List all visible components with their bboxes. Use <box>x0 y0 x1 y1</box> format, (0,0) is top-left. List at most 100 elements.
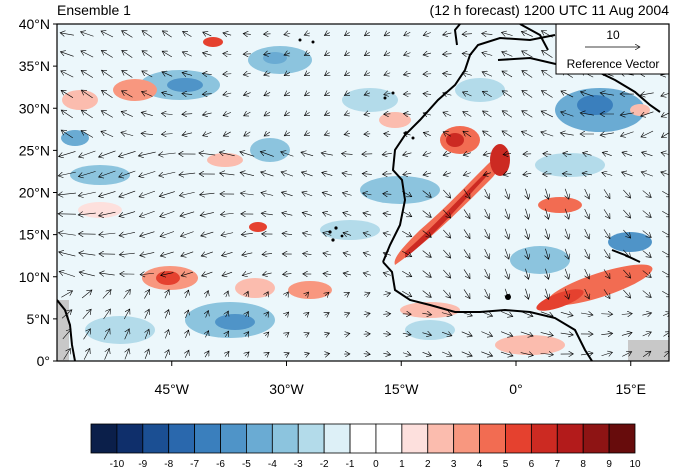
wind-vector <box>262 253 273 254</box>
wind-vector <box>246 311 249 316</box>
wind-vector <box>520 311 533 317</box>
colorbar-label: 5 <box>503 459 509 470</box>
wind-vector <box>219 152 235 156</box>
wind-vector <box>344 313 349 315</box>
wind-vector <box>162 51 172 58</box>
wind-vector <box>324 52 329 55</box>
colorbar-swatch <box>505 423 532 454</box>
colorbar-label: 3 <box>451 459 457 470</box>
wind-vector <box>560 333 574 335</box>
wind-vector <box>521 31 533 37</box>
wind-vector <box>199 153 216 155</box>
wind-vector <box>144 289 149 299</box>
wind-vector <box>584 228 590 239</box>
wind-vector <box>119 170 136 177</box>
wind-vector <box>463 189 470 198</box>
wind-vector <box>284 112 289 116</box>
colorbar-label: 7 <box>555 459 561 470</box>
wind-vector <box>603 289 610 298</box>
wind-vector <box>522 111 533 118</box>
wind-vector <box>282 213 293 216</box>
wind-vector <box>79 253 96 255</box>
wind-vector <box>463 289 470 298</box>
wind-vector <box>159 191 175 197</box>
wind-vector <box>404 53 411 56</box>
wind-vector <box>443 153 452 156</box>
wind-vector <box>443 112 452 116</box>
wind-vector <box>81 51 94 58</box>
wind-vector <box>260 152 274 157</box>
wind-vector <box>584 288 590 299</box>
wind-vector <box>642 152 653 156</box>
wind-vector <box>481 331 492 337</box>
wind-vector <box>145 329 149 340</box>
wind-vector <box>463 111 472 117</box>
wind-vector <box>623 269 630 278</box>
wind-vector <box>181 251 194 256</box>
wind-vector <box>104 348 110 360</box>
wind-vector <box>423 94 432 95</box>
colorbar-swatch <box>271 423 299 454</box>
wind-vector <box>383 293 390 295</box>
wind-vector <box>264 53 271 55</box>
wind-vector <box>543 154 552 155</box>
wind-vector <box>82 309 91 319</box>
wind-vector <box>102 290 111 299</box>
wind-vector <box>304 92 309 95</box>
colorbar-label: 9 <box>606 459 612 470</box>
wind-vector <box>202 53 212 56</box>
wind-vector <box>161 113 173 114</box>
colorbar-label: -6 <box>216 459 225 470</box>
wind-vector <box>461 332 473 336</box>
wind-vector <box>322 192 332 195</box>
wind-vector <box>482 72 493 76</box>
reference-vector-box: 10 Reference Vector <box>555 23 670 75</box>
wind-vector <box>383 273 391 276</box>
colorbar-label: -10 <box>110 459 125 470</box>
wind-vector <box>161 273 174 276</box>
wind-vector <box>203 32 212 36</box>
wind-vector <box>81 290 92 299</box>
wind-vector <box>124 329 130 340</box>
wind-vector <box>80 32 94 37</box>
wind-vector <box>183 31 192 37</box>
wind-vector <box>123 309 130 320</box>
wind-vector <box>305 353 310 355</box>
wind-vector <box>582 153 592 156</box>
wind-vector <box>202 272 213 276</box>
wind-vector <box>364 32 369 36</box>
wind-vector <box>584 268 590 279</box>
wind-vector <box>384 93 391 95</box>
colorbar-label: -7 <box>190 459 199 470</box>
wind-vector <box>285 312 288 316</box>
wind-vector <box>223 132 231 136</box>
wind-vector <box>81 90 93 99</box>
wind-vector <box>142 31 153 38</box>
wind-vector <box>463 173 471 176</box>
wind-vector <box>265 352 269 355</box>
wind-vector <box>61 291 72 298</box>
wind-vector <box>140 231 155 237</box>
wind-vector <box>422 352 432 355</box>
wind-vector <box>322 172 333 175</box>
wind-vector <box>78 171 96 176</box>
wind-vector <box>642 313 651 315</box>
wind-vector <box>423 132 431 135</box>
wind-vector <box>642 230 652 238</box>
wind-vector <box>141 92 153 97</box>
wind-vector <box>103 329 110 340</box>
wind-vector <box>182 133 193 135</box>
wind-vector <box>423 32 431 35</box>
colorbar-label: 0 <box>373 459 379 470</box>
wind-vector <box>663 351 669 358</box>
wind-vector <box>522 71 533 78</box>
wind-vector <box>103 309 111 320</box>
wind-vector <box>603 249 610 258</box>
colorbar-swatch <box>194 423 221 454</box>
wind-vector <box>382 153 392 155</box>
wind-vector <box>542 50 553 58</box>
wind-vector <box>443 33 452 35</box>
wind-vector <box>541 132 554 137</box>
wind-vector <box>383 353 390 355</box>
wind-vector <box>642 250 652 258</box>
